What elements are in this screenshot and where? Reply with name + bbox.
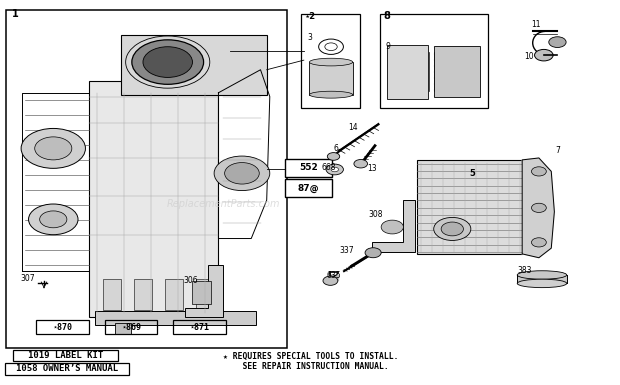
- Bar: [301, 14, 360, 108]
- Circle shape: [29, 204, 78, 235]
- Text: 306: 306: [183, 276, 198, 285]
- Text: 635: 635: [327, 271, 342, 280]
- Text: 8: 8: [383, 11, 390, 21]
- Bar: [434, 45, 480, 97]
- Circle shape: [531, 238, 546, 247]
- Text: ⋆2: ⋆2: [304, 12, 315, 21]
- Polygon shape: [330, 275, 338, 280]
- Text: 9: 9: [386, 42, 391, 50]
- Text: 3: 3: [307, 33, 312, 42]
- Circle shape: [224, 162, 259, 184]
- Bar: [165, 279, 183, 310]
- Circle shape: [354, 159, 368, 168]
- Bar: [517, 275, 567, 283]
- Polygon shape: [22, 93, 91, 271]
- Circle shape: [40, 211, 67, 228]
- Circle shape: [365, 248, 381, 258]
- Circle shape: [21, 129, 86, 168]
- Circle shape: [441, 222, 463, 236]
- Text: 1019 LABEL KIT: 1019 LABEL KIT: [28, 351, 104, 360]
- Text: 6: 6: [334, 144, 339, 153]
- Circle shape: [143, 47, 192, 77]
- Ellipse shape: [517, 279, 567, 288]
- Polygon shape: [185, 265, 223, 317]
- Ellipse shape: [517, 271, 567, 279]
- Bar: [192, 281, 211, 304]
- Bar: [5, 363, 129, 375]
- Bar: [417, 160, 522, 254]
- Bar: [380, 14, 488, 108]
- Circle shape: [35, 137, 72, 160]
- Text: 668: 668: [321, 163, 335, 172]
- Bar: [95, 311, 255, 325]
- Circle shape: [331, 167, 339, 172]
- Circle shape: [326, 164, 343, 175]
- Circle shape: [214, 156, 270, 191]
- Circle shape: [323, 276, 338, 285]
- Bar: [89, 81, 218, 317]
- Bar: [309, 62, 353, 95]
- Circle shape: [132, 40, 203, 84]
- Bar: [285, 179, 332, 198]
- Text: 11: 11: [531, 20, 541, 29]
- Text: ★ REQUIRES SPECIAL TOOLS TO INSTALL.: ★ REQUIRES SPECIAL TOOLS TO INSTALL.: [223, 352, 399, 361]
- Text: 383: 383: [517, 266, 532, 275]
- Text: ⋆871: ⋆871: [190, 323, 210, 331]
- Circle shape: [534, 49, 553, 61]
- Bar: [285, 159, 332, 177]
- Text: 552: 552: [299, 164, 318, 172]
- Text: ReplacementParts.com: ReplacementParts.com: [167, 199, 280, 209]
- Text: 5: 5: [469, 169, 476, 178]
- Text: 87@: 87@: [298, 184, 319, 193]
- Bar: [173, 320, 226, 335]
- Bar: [13, 350, 118, 360]
- Text: 10: 10: [525, 52, 534, 61]
- Text: SEE REPAIR INSTRUCTION MANUAL.: SEE REPAIR INSTRUCTION MANUAL.: [223, 362, 389, 371]
- Text: 1: 1: [12, 9, 19, 19]
- Text: 13: 13: [367, 164, 376, 173]
- Ellipse shape: [309, 91, 353, 98]
- Bar: [105, 320, 157, 335]
- Text: 308: 308: [369, 209, 383, 219]
- Bar: [195, 279, 214, 310]
- Polygon shape: [522, 158, 554, 258]
- Circle shape: [549, 37, 566, 47]
- Bar: [36, 320, 89, 335]
- Text: 14: 14: [348, 123, 358, 132]
- Circle shape: [381, 220, 404, 234]
- Bar: [6, 10, 287, 348]
- Text: 337: 337: [339, 246, 353, 255]
- Polygon shape: [522, 158, 554, 258]
- Bar: [388, 45, 428, 99]
- Bar: [103, 279, 122, 310]
- Polygon shape: [372, 200, 415, 252]
- Polygon shape: [218, 70, 270, 239]
- Circle shape: [327, 152, 340, 160]
- Text: ⋆870: ⋆870: [52, 323, 73, 331]
- Bar: [122, 35, 267, 95]
- Bar: [134, 279, 153, 310]
- Bar: [115, 323, 131, 335]
- Text: 1058 OWNER’S MANUAL: 1058 OWNER’S MANUAL: [16, 365, 118, 373]
- Text: ⋆869: ⋆869: [121, 323, 141, 331]
- Circle shape: [531, 203, 546, 213]
- Circle shape: [531, 167, 546, 176]
- Text: 7: 7: [556, 146, 560, 155]
- Ellipse shape: [309, 58, 353, 66]
- Text: 307: 307: [20, 274, 35, 283]
- Circle shape: [434, 218, 471, 241]
